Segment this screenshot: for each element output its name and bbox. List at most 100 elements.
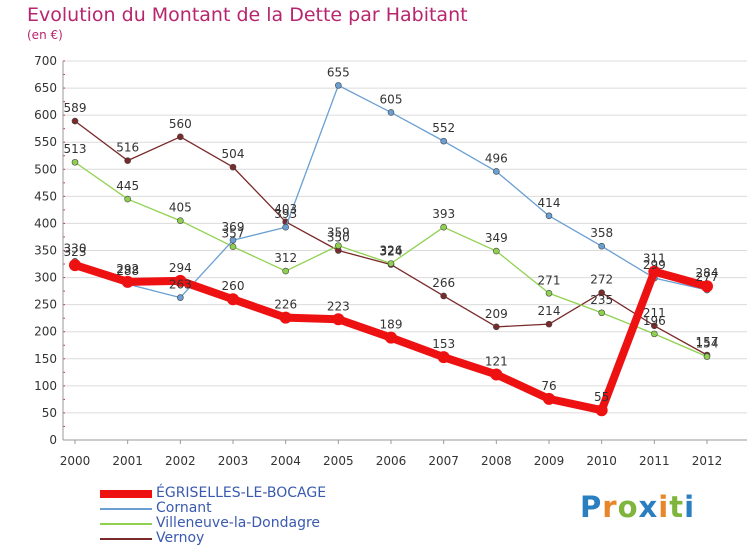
data-label-vernoy: 214 <box>538 304 561 318</box>
chart-subtitle: (en €) <box>27 28 63 42</box>
data-label-villeneuve-la-dondagre: 196 <box>643 314 666 328</box>
data-point-egriselles-le-bocage <box>437 351 450 364</box>
legend-label: Cornant <box>156 500 212 516</box>
data-label-egriselles-le-bocage: 55 <box>594 390 609 404</box>
data-point-villeneuve-la-dondagre <box>124 195 131 203</box>
data-point-villeneuve-la-dondagre <box>387 260 395 267</box>
y-tick-label: 50 <box>42 406 57 420</box>
data-label-villeneuve-la-dondagre: 359 <box>327 226 350 240</box>
legend-swatch <box>100 507 152 510</box>
data-point-cornant <box>177 294 184 301</box>
data-point-egriselles-le-bocage <box>332 313 345 326</box>
data-point-villeneuve-la-dondagre <box>177 217 184 225</box>
data-point-cornant <box>229 236 237 244</box>
data-label-egriselles-le-bocage: 223 <box>327 299 350 313</box>
data-label-villeneuve-la-dondagre: 154 <box>696 337 719 351</box>
data-point-vernoy <box>545 320 553 328</box>
data-point-villeneuve-la-dondagre <box>493 247 500 255</box>
y-tick-label: 600 <box>34 108 57 122</box>
logo-letter: o <box>617 490 639 524</box>
data-label-villeneuve-la-dondagre: 349 <box>485 231 508 245</box>
legend-swatch <box>100 489 152 498</box>
data-label-vernoy: 350 <box>327 231 350 245</box>
data-point-egriselles-le-bocage <box>385 331 397 344</box>
logo-letter: i <box>658 490 670 524</box>
data-label-egriselles-le-bocage: 226 <box>274 298 297 312</box>
data-point-egriselles-le-bocage <box>279 311 292 324</box>
logo-letter: P <box>580 490 603 524</box>
legend-item-egriselles-le-bocage: ÉGRISELLES-LE-BOCAGE <box>100 486 326 501</box>
data-point-vernoy <box>598 289 605 297</box>
y-tick-label: 250 <box>34 298 57 312</box>
x-tick-label: 2000 <box>60 454 91 468</box>
data-label-villeneuve-la-dondagre: 326 <box>380 243 403 257</box>
data-point-villeneuve-la-dondagre <box>651 330 658 338</box>
data-point-egriselles-le-bocage <box>174 274 187 287</box>
y-tick-label: 300 <box>34 271 57 285</box>
data-label-villeneuve-la-dondagre: 445 <box>116 179 139 193</box>
data-point-cornant <box>493 168 500 175</box>
data-label-cornant: 496 <box>485 151 508 165</box>
legend-label: Vernoy <box>156 530 205 546</box>
chart-title: Evolution du Montant de la Dette par Hab… <box>27 4 468 26</box>
y-tick-label: 700 <box>34 54 57 68</box>
data-point-cornant <box>545 212 553 220</box>
data-label-egriselles-le-bocage: 260 <box>222 279 245 293</box>
data-label-egriselles-le-bocage: 189 <box>380 318 403 332</box>
data-label-vernoy: 266 <box>432 276 455 290</box>
data-point-villeneuve-la-dondagre <box>598 309 605 317</box>
logo-letter: r <box>602 490 618 524</box>
data-label-cornant: 288 <box>116 264 139 278</box>
legend-item-vernoy: Vernoy <box>100 531 326 546</box>
data-point-villeneuve-la-dondagre <box>229 243 237 251</box>
data-point-vernoy <box>124 157 131 164</box>
data-point-vernoy <box>440 292 447 300</box>
y-tick-label: 350 <box>34 244 57 258</box>
data-label-cornant: 552 <box>432 121 455 135</box>
data-label-egriselles-le-bocage: 323 <box>64 245 87 259</box>
data-label-villeneuve-la-dondagre: 513 <box>64 142 87 156</box>
data-point-egriselles-le-bocage <box>543 392 555 405</box>
data-label-vernoy: 272 <box>590 273 613 287</box>
data-label-vernoy: 516 <box>116 141 139 155</box>
data-label-cornant: 263 <box>169 278 192 292</box>
data-label-egriselles-le-bocage: 76 <box>541 379 556 393</box>
data-label-vernoy: 560 <box>169 117 192 131</box>
legend-swatch <box>100 522 152 525</box>
data-label-villeneuve-la-dondagre: 235 <box>590 293 613 307</box>
data-label-vernoy: 324 <box>380 245 403 259</box>
proxiti-logo: Proxiti <box>580 490 695 524</box>
data-label-cornant: 330 <box>64 241 87 255</box>
data-label-vernoy: 211 <box>643 306 666 320</box>
data-point-vernoy <box>651 322 658 330</box>
data-label-villeneuve-la-dondagre: 357 <box>222 227 245 241</box>
data-point-villeneuve-la-dondagre <box>440 223 447 231</box>
logo-letter: t <box>669 490 685 524</box>
x-tick-label: 2009 <box>534 454 565 468</box>
data-label-vernoy: 589 <box>64 101 87 115</box>
data-point-villeneuve-la-dondagre <box>282 267 289 275</box>
data-point-villeneuve-la-dondagre <box>335 242 342 249</box>
y-tick-label: 400 <box>34 216 57 230</box>
data-point-cornant <box>387 109 395 116</box>
data-point-cornant <box>598 242 605 250</box>
data-point-vernoy <box>71 117 79 125</box>
data-label-egriselles-le-bocage: 121 <box>485 354 508 368</box>
x-tick-label: 2006 <box>376 454 407 468</box>
data-point-egriselles-le-bocage <box>69 259 81 272</box>
x-tick-label: 2011 <box>639 454 670 468</box>
x-tick-label: 2004 <box>270 454 301 468</box>
data-point-vernoy <box>493 323 500 331</box>
chart-legend: ÉGRISELLES-LE-BOCAGE Cornant Villeneuve-la… <box>100 486 326 546</box>
data-point-cornant <box>440 137 447 145</box>
data-point-egriselles-le-bocage <box>227 293 239 306</box>
x-tick-label: 2005 <box>323 454 354 468</box>
data-label-cornant: 277 <box>696 270 719 284</box>
data-label-egriselles-le-bocage: 294 <box>169 261 192 275</box>
data-label-villeneuve-la-dondagre: 312 <box>274 251 297 265</box>
data-point-villeneuve-la-dondagre <box>703 353 711 360</box>
legend-item-villeneuve-la-dondagre: Villeneuve-la-Dondagre <box>100 516 326 531</box>
data-point-egriselles-le-bocage <box>648 265 661 278</box>
